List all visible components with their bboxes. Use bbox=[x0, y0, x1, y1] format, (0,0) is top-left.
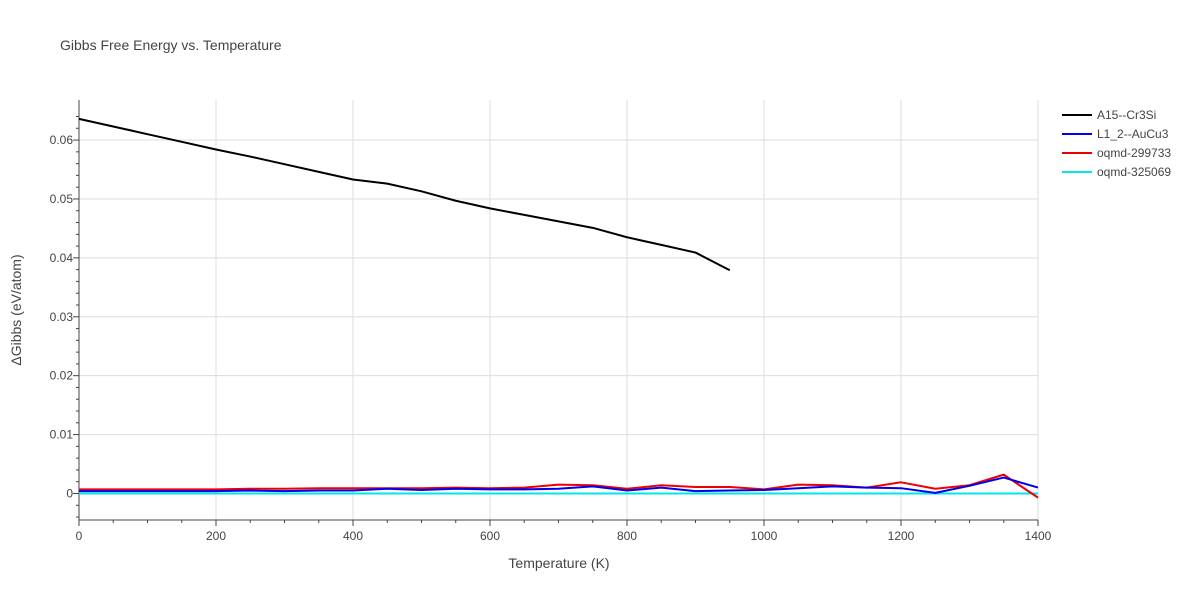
series-line-oqmd-299733 bbox=[79, 473, 1039, 499]
chart-title: Gibbs Free Energy vs. Temperature bbox=[60, 37, 282, 53]
legend-label: oqmd-299733 bbox=[1097, 146, 1171, 160]
x-tick-label: 800 bbox=[617, 529, 637, 543]
y-tick-label: 0.03 bbox=[50, 310, 74, 324]
x-tick-label: 0 bbox=[76, 529, 83, 543]
x-tick-label: 1000 bbox=[751, 529, 778, 543]
y-tick-label: 0.02 bbox=[50, 369, 74, 383]
x-tick-label: 400 bbox=[343, 529, 363, 543]
legend-label: L1_2--AuCu3 bbox=[1097, 127, 1169, 141]
y-tick-label: 0.04 bbox=[50, 251, 74, 265]
series-line-A15--Cr3Si bbox=[78, 117, 731, 272]
legend-label: oqmd-325069 bbox=[1097, 165, 1171, 179]
axes: 0 200 400 600 800 1000 1200 1400 0 0.01 0.02 0.03 0.… bbox=[50, 100, 1052, 543]
y-tick-label: 0.05 bbox=[50, 192, 74, 206]
y-tick-label: 0 bbox=[66, 486, 73, 500]
y-axis-title: ΔGibbs (eV/atom) bbox=[8, 254, 24, 365]
legend: A15--Cr3Si L1_2--AuCu3 oqmd-299733 oqmd-325… bbox=[1062, 108, 1171, 179]
y-tick-label: 0.01 bbox=[50, 428, 74, 442]
x-tick-label: 1400 bbox=[1025, 529, 1052, 543]
grid-lines bbox=[79, 100, 1039, 520]
x-tick-label: 200 bbox=[206, 529, 226, 543]
x-tick-label: 1200 bbox=[888, 529, 915, 543]
y-tick-label: 0.06 bbox=[50, 133, 74, 147]
x-axis-title: Temperature (K) bbox=[508, 555, 609, 571]
series-lines bbox=[78, 117, 1039, 499]
legend-label: A15--Cr3Si bbox=[1097, 108, 1156, 122]
x-tick-label: 600 bbox=[480, 529, 500, 543]
series-line-L1_2--AuCu3 bbox=[79, 476, 1039, 494]
